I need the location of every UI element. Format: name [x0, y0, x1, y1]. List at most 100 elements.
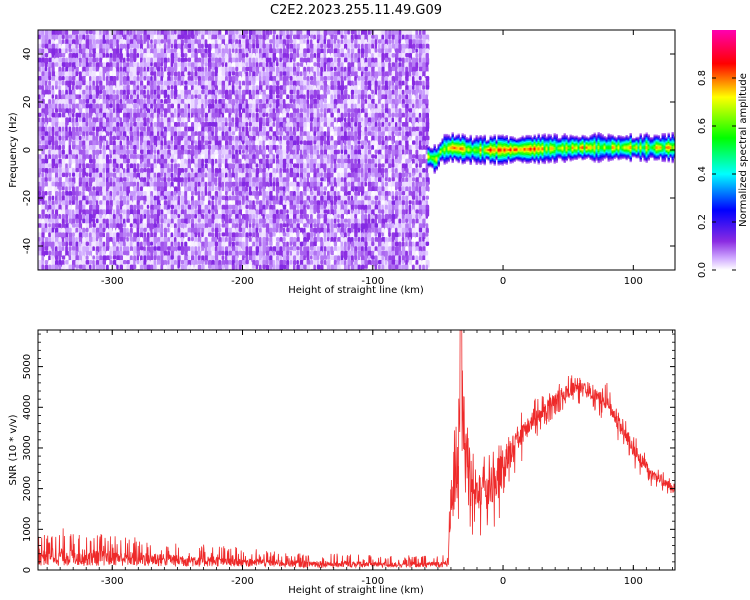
heatmap-cell	[38, 39, 42, 45]
heatmap-cell	[191, 168, 194, 173]
heatmap-cell	[296, 94, 300, 100]
heatmap-cell	[65, 191, 69, 196]
heatmap-cell	[208, 66, 211, 73]
heatmap-cell	[286, 135, 290, 141]
heatmap-cell	[323, 53, 326, 59]
heatmap-cell	[75, 186, 79, 192]
heatmap-cell	[347, 158, 351, 164]
heatmap-cell	[272, 34, 276, 41]
heatmap-cell	[143, 200, 146, 205]
heatmap-cell	[306, 131, 310, 137]
heatmap-cell	[180, 223, 185, 229]
heatmap-cell	[299, 168, 304, 174]
heatmap-cell	[106, 158, 110, 165]
heatmap-cell	[364, 62, 368, 67]
heatmap-cell	[265, 39, 270, 44]
heatmap-cell	[337, 145, 341, 150]
heatmap-cell	[221, 66, 226, 72]
heatmap-cell	[327, 34, 330, 39]
heatmap-cell	[296, 218, 300, 223]
heatmap-cell	[269, 135, 273, 140]
heatmap-cell	[153, 218, 157, 224]
heatmap-cell	[408, 140, 413, 145]
heatmap-cell	[143, 227, 147, 232]
heatmap-cell	[197, 57, 202, 64]
heatmap-cell	[208, 163, 211, 169]
heatmap-cell	[310, 223, 313, 229]
heatmap-cell	[347, 126, 351, 131]
heatmap-cell	[388, 181, 392, 187]
heatmap-cell	[316, 209, 320, 214]
heatmap-cell	[289, 191, 294, 197]
heatmap-cell	[208, 103, 212, 109]
heatmap-cell	[248, 43, 252, 49]
heatmap-cell	[72, 76, 76, 81]
heatmap-cell	[184, 200, 189, 205]
heatmap-cell	[167, 71, 172, 76]
heatmap-cell	[197, 200, 201, 206]
heatmap-cell	[116, 76, 119, 81]
heatmap-cell	[51, 149, 56, 155]
heatmap-cell	[208, 71, 212, 77]
heatmap-cell	[116, 200, 120, 206]
heatmap-cell	[92, 34, 96, 40]
heatmap-cell	[350, 89, 355, 95]
heatmap-cell	[259, 195, 263, 200]
heatmap-cell	[293, 34, 297, 40]
heatmap-cell	[65, 140, 69, 146]
heatmap-cell	[323, 140, 328, 145]
heatmap-cell	[361, 140, 365, 146]
heatmap-cell	[306, 214, 309, 219]
heatmap-cell	[211, 181, 215, 188]
heatmap-cell	[99, 85, 104, 91]
heatmap-cell	[170, 177, 175, 182]
heatmap-cell	[136, 43, 140, 49]
heatmap-cell	[405, 94, 409, 100]
heatmap-cell	[58, 154, 62, 159]
heatmap-cell	[337, 204, 340, 211]
heatmap-cell	[174, 145, 178, 151]
heatmap-cell	[191, 145, 195, 151]
heatmap-cell	[242, 200, 245, 206]
heatmap-cell	[388, 85, 391, 90]
heatmap-cell	[208, 30, 212, 36]
heatmap-cell	[384, 89, 388, 96]
heatmap-cell	[48, 62, 53, 68]
heatmap-cell	[228, 140, 233, 146]
heatmap-cell	[340, 172, 344, 178]
heatmap-cell	[72, 103, 76, 109]
heatmap-cell	[146, 204, 150, 209]
heatmap-cell	[61, 62, 66, 67]
heatmap-cell	[306, 57, 311, 63]
heatmap-cell	[316, 30, 321, 36]
heatmap-cell	[293, 71, 297, 76]
heatmap-cell	[55, 62, 59, 67]
heatmap-cell	[170, 158, 174, 163]
heatmap-cell	[48, 85, 51, 90]
heatmap-cell	[38, 223, 42, 228]
heatmap-cell	[68, 80, 72, 86]
heatmap-cell	[55, 66, 59, 72]
heatmap-cell	[133, 181, 136, 187]
heatmap-cell	[204, 43, 209, 49]
heatmap-cell	[85, 34, 90, 40]
heatmap-cell	[211, 209, 215, 215]
heatmap-cell	[357, 30, 360, 35]
heatmap-cell	[262, 76, 267, 82]
heatmap-cell	[425, 214, 428, 220]
heatmap-cell	[344, 112, 348, 118]
heatmap-cell	[242, 34, 246, 39]
heatmap-cell	[320, 43, 324, 49]
heatmap-cell	[167, 39, 172, 45]
heatmap-cell	[82, 76, 87, 82]
heatmap-cell	[316, 103, 321, 108]
heatmap-cell	[354, 168, 359, 174]
heatmap-cell	[167, 80, 171, 85]
heatmap-cell	[102, 62, 106, 68]
heatmap-cell	[357, 163, 361, 169]
heatmap-cell	[293, 163, 297, 168]
heatmap-cell	[252, 66, 256, 72]
heatmap-cell	[85, 158, 89, 163]
heatmap-cell	[61, 172, 66, 178]
heatmap-cell	[58, 177, 63, 182]
